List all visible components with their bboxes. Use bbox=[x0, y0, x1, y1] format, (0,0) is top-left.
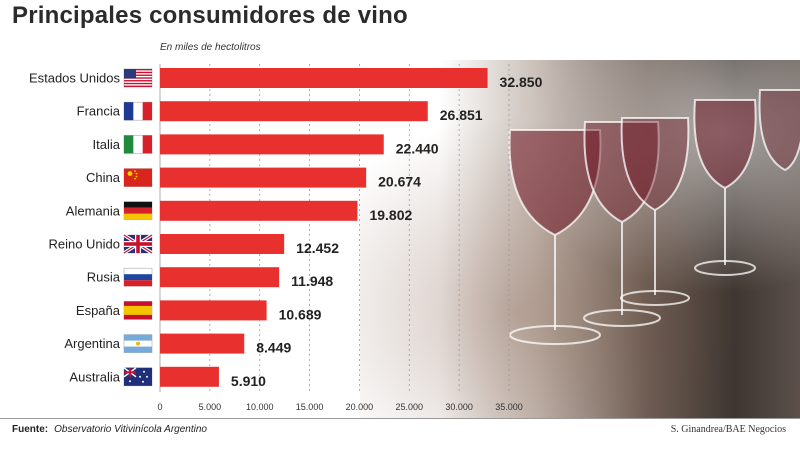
value-label: 26.851 bbox=[440, 107, 483, 123]
flag-italy-icon bbox=[123, 135, 153, 154]
value-label: 32.850 bbox=[500, 74, 543, 90]
x-tick-label: 15.000 bbox=[296, 402, 324, 412]
bar bbox=[160, 234, 285, 254]
bar bbox=[160, 366, 219, 387]
wine-glasses-photo bbox=[360, 60, 800, 418]
value-label: 5.910 bbox=[231, 373, 266, 389]
bar bbox=[160, 267, 280, 288]
x-tick-label: 30.000 bbox=[445, 402, 473, 412]
source-note: Fuente: Observatorio Vitivinícola Argenti… bbox=[12, 424, 207, 435]
flag-australia-icon bbox=[123, 367, 153, 387]
flag-france-icon bbox=[123, 101, 153, 121]
flag-china-icon bbox=[123, 168, 153, 187]
value-label: 12.452 bbox=[296, 240, 339, 256]
credit-note: S. Ginandrea/BAE Negocios bbox=[670, 424, 786, 435]
category-label: Rusia bbox=[87, 270, 121, 285]
bar bbox=[160, 333, 245, 354]
x-tick-label: 25.000 bbox=[396, 402, 424, 412]
category-label: Estados Unidos bbox=[29, 71, 121, 86]
category-label: Australia bbox=[69, 369, 120, 384]
category-label: China bbox=[86, 170, 121, 185]
bar bbox=[160, 134, 384, 155]
flag-argentina-icon bbox=[123, 334, 153, 353]
category-label: Francia bbox=[77, 104, 121, 119]
category-label: Argentina bbox=[64, 336, 120, 351]
bar-chart: 0 5.000 10.000 15.000 20.000 25.000 30.000 35.0… bbox=[29, 64, 543, 412]
flag-germany-icon bbox=[123, 201, 153, 221]
category-label: Alemania bbox=[66, 203, 121, 218]
flag-spain-icon bbox=[123, 301, 153, 320]
value-label: 10.689 bbox=[279, 306, 322, 322]
x-tick-label: 0 bbox=[157, 402, 162, 412]
x-tick-label: 20.000 bbox=[346, 402, 374, 412]
category-label: Reino Unido bbox=[48, 237, 120, 252]
x-tick-label: 35.000 bbox=[495, 402, 523, 412]
value-label: 8.449 bbox=[256, 340, 291, 356]
source-text: Observatorio Vitivinícola Argentino bbox=[54, 424, 207, 435]
bar bbox=[160, 200, 358, 221]
chart-subtitle: En miles de hectolitros bbox=[160, 42, 261, 53]
chart-svg: 0 5.000 10.000 15.000 20.000 25.000 30.000 35.0… bbox=[29, 64, 543, 412]
value-label: 19.802 bbox=[369, 207, 412, 223]
value-label: 20.674 bbox=[378, 174, 421, 190]
category-label: España bbox=[76, 303, 121, 318]
value-label: 11.948 bbox=[291, 273, 333, 289]
chart-title: Principales consumidores de vino bbox=[12, 2, 408, 29]
flag-uk-icon bbox=[123, 233, 153, 255]
category-label: Italia bbox=[93, 137, 121, 152]
bar bbox=[160, 300, 267, 321]
bar bbox=[160, 101, 428, 122]
footer-divider bbox=[0, 418, 800, 419]
flag-russia-icon bbox=[123, 267, 153, 287]
bar bbox=[160, 167, 367, 188]
x-tick-label: 5.000 bbox=[199, 402, 222, 412]
flag-usa-icon bbox=[123, 68, 153, 88]
source-label: Fuente: bbox=[12, 424, 49, 435]
bar bbox=[160, 68, 488, 88]
value-label: 22.440 bbox=[396, 140, 439, 156]
x-tick-label: 10.000 bbox=[246, 402, 274, 412]
